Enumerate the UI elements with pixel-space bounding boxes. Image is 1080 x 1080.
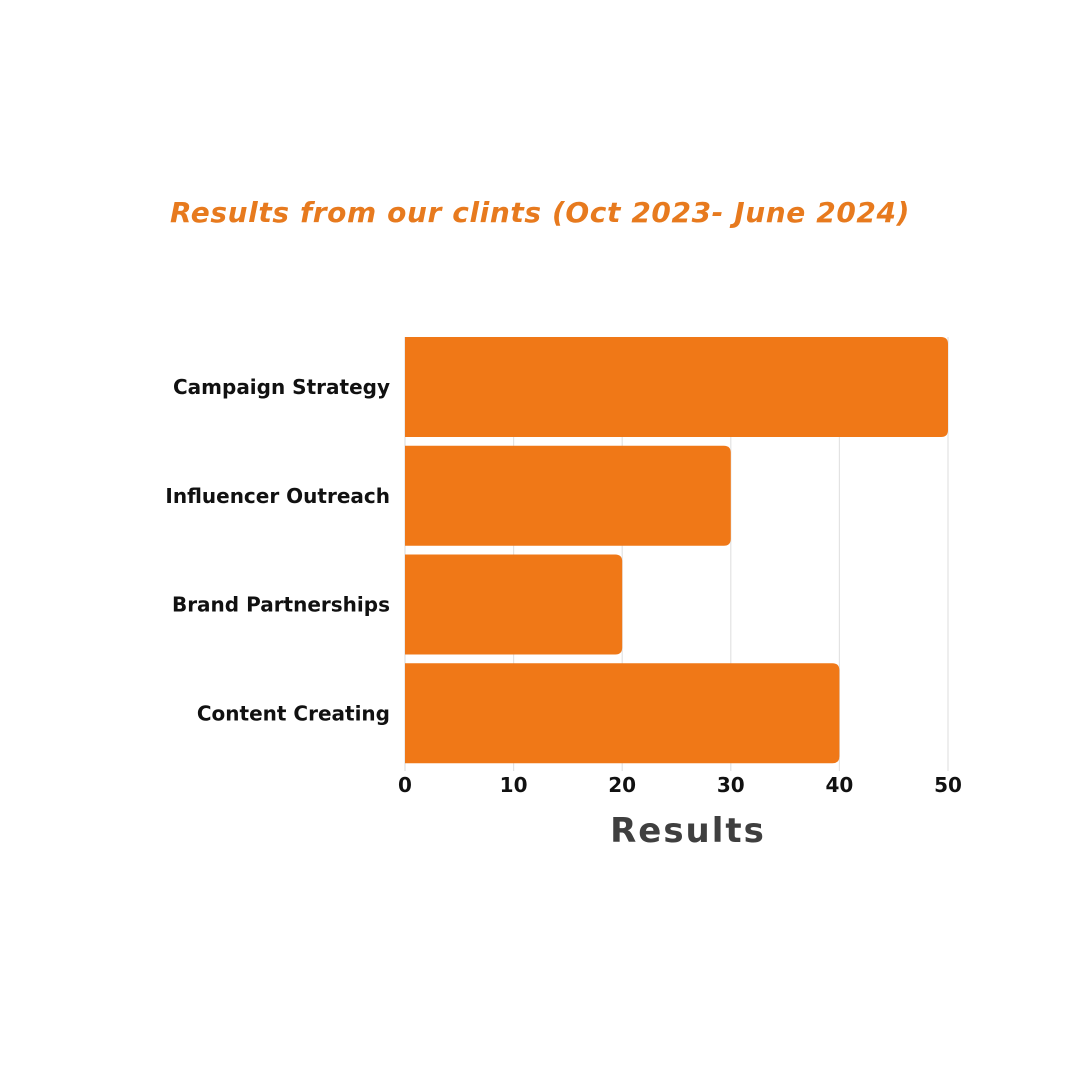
- category-label-brand-partnerships: Brand Partnerships: [172, 593, 390, 617]
- x-tick-label-20: 20: [608, 773, 636, 797]
- bars: [405, 337, 948, 764]
- category-label-influencer-outreach: Influencer Outreach: [165, 484, 390, 508]
- chart-title: Results from our clints (Oct 2023- June …: [170, 196, 910, 229]
- x-tick-label-0: 0: [398, 773, 412, 797]
- bar-content-creating: [405, 663, 840, 764]
- x-tick-label-30: 30: [717, 773, 745, 797]
- x-tick-labels: 0 10 20 30 40 50: [398, 773, 962, 797]
- x-tick-label-50: 50: [934, 773, 962, 797]
- bar-brand-partnerships: [405, 554, 623, 655]
- x-tick-label-10: 10: [500, 773, 528, 797]
- x-axis-title: Results: [610, 811, 766, 851]
- category-label-content-creating: Content Creating: [197, 701, 390, 725]
- category-labels: Campaign Strategy Influencer Outreach Bran…: [165, 375, 390, 725]
- category-label-campaign-strategy: Campaign Strategy: [173, 375, 390, 399]
- bar-campaign-strategy: [405, 337, 948, 437]
- bar-influencer-outreach: [405, 445, 731, 546]
- x-tick-label-40: 40: [825, 773, 853, 797]
